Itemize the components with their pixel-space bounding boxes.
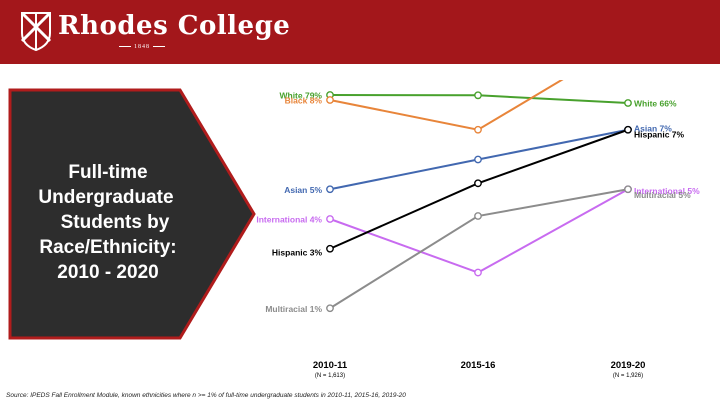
title-arrow-shape — [8, 88, 256, 340]
x-tick-label: 2010-11 — [313, 360, 348, 371]
x-tick-label: 2019-20 — [611, 360, 646, 371]
logo-wordmark: Rhodes College — [58, 11, 291, 41]
header-bar: Rhodes College 1848 — [0, 0, 720, 64]
start-label-asian: Asian 5% — [284, 185, 322, 195]
slide-title: Full-time Undergraduate Students by Race… — [18, 160, 198, 285]
college-logo[interactable]: Rhodes College 1848 — [20, 9, 290, 57]
data-point-multiracial — [474, 212, 482, 220]
x-tick-sublabel: (N = 1,613) — [315, 373, 345, 379]
end-label-multiracial: Multiracial 5% — [634, 190, 691, 200]
series-line-black — [329, 80, 564, 131]
title-line: Students by — [60, 212, 170, 233]
data-point-hispanic — [326, 244, 334, 253]
x-tick-sublabel: (N = 1,926) — [613, 373, 643, 379]
end-label-white: White 66% — [634, 99, 677, 109]
x-tick-label: 2015-16 — [461, 360, 496, 371]
data-point-asian — [474, 155, 482, 164]
data-point-black — [326, 96, 334, 104]
start-label-black: Black 8% — [285, 96, 323, 106]
data-point-hispanic — [474, 179, 482, 188]
series-line-hispanic — [329, 128, 629, 250]
series-line-multiracial — [329, 188, 629, 310]
end-label-hispanic: Hispanic 7% — [634, 129, 685, 139]
data-point-black — [474, 125, 482, 134]
logo-year: 1848 — [116, 44, 168, 50]
series-line-international — [329, 188, 629, 274]
title-line: Full-time — [68, 162, 148, 183]
title-line: Undergraduate — [38, 187, 174, 208]
title-line: Race/Ethnicity: — [39, 237, 177, 258]
data-point-international — [474, 268, 482, 277]
data-point-international — [326, 215, 334, 223]
data-point-hispanic — [624, 125, 632, 134]
start-label-international: International 4% — [256, 215, 322, 225]
data-point-multiracial — [326, 304, 334, 313]
end-label-asian: Asian 7% — [634, 123, 672, 133]
start-label-hispanic: Hispanic 3% — [272, 247, 323, 257]
shield-icon — [20, 11, 52, 51]
data-point-white — [474, 91, 482, 100]
ethnicity-line-chart: White 79%White 66%Black 8%Black 10%Asian… — [256, 80, 700, 379]
source-note: Source: IPEDS Fall Enrollment Module, kn… — [6, 392, 406, 399]
data-point-asian — [326, 185, 334, 194]
data-point-white — [624, 99, 632, 107]
start-label-white: White 79% — [279, 91, 322, 101]
title-line: 2010 - 2020 — [57, 262, 159, 283]
end-label-international: International 5% — [634, 186, 700, 196]
start-label-multiracial: Multiracial 1% — [265, 304, 322, 314]
data-point-multiracial — [624, 185, 632, 194]
